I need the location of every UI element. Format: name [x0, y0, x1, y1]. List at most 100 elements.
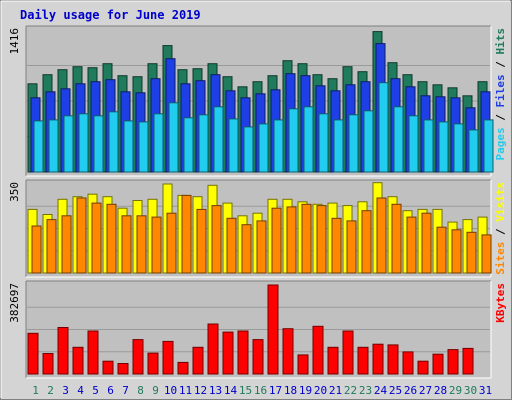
- legend-hits: Pages / Files / Hits: [494, 28, 507, 161]
- bar-sites-day-18: [286, 206, 297, 274]
- bar-sites-day-26: [406, 216, 417, 274]
- bar-kbytes-day-14: [222, 331, 234, 375]
- day-label-4: 4: [77, 384, 84, 397]
- bar-sites-day-20: [316, 205, 327, 274]
- legend-entry-pages: Pages: [494, 127, 507, 160]
- bar-kbytes-day-10: [162, 340, 174, 375]
- bar-sites-day-12: [196, 208, 207, 274]
- bar-pages-day-15: [243, 126, 254, 173]
- y-max-label-visits: 350: [8, 182, 21, 202]
- bar-sites-day-21: [331, 217, 342, 274]
- bar-pages-day-22: [348, 114, 359, 173]
- bar-pages-day-9: [153, 113, 164, 173]
- bar-sites-day-29: [451, 229, 462, 274]
- bar-pages-day-14: [228, 118, 239, 173]
- legend-entry-hits: Hits: [494, 28, 507, 55]
- legend-entry-visits: Visits: [494, 182, 507, 222]
- bar-sites-day-2: [46, 219, 57, 274]
- day-label-8: 8: [137, 384, 144, 397]
- bar-kbytes-day-21: [327, 346, 339, 375]
- bar-pages-day-31: [483, 119, 494, 173]
- bar-pages-day-3: [63, 115, 74, 173]
- bar-sites-day-6: [106, 203, 117, 274]
- day-label-11: 11: [179, 384, 192, 397]
- day-label-23: 23: [359, 384, 372, 397]
- day-label-6: 6: [107, 384, 114, 397]
- bar-kbytes-day-29: [447, 349, 459, 375]
- bar-sites-day-14: [226, 217, 237, 274]
- bar-pages-day-7: [123, 120, 134, 173]
- legend-kbytes: KBytes: [494, 283, 507, 323]
- bar-sites-day-7: [121, 215, 132, 274]
- day-label-20: 20: [314, 384, 327, 397]
- day-label-1: 1: [32, 384, 39, 397]
- day-label-21: 21: [329, 384, 342, 397]
- panel-hits: 1416: [8, 25, 494, 177]
- bar-sites-day-11: [181, 194, 192, 274]
- bar-sites-day-4: [76, 197, 87, 274]
- day-label-30: 30: [464, 384, 477, 397]
- bar-pages-day-27: [423, 119, 434, 173]
- bar-sites-day-13: [211, 205, 222, 274]
- bar-sites-day-31: [481, 234, 492, 274]
- bar-kbytes-day-27: [417, 360, 429, 375]
- bar-pages-day-23: [363, 110, 374, 173]
- bar-sites-day-9: [151, 216, 162, 274]
- bar-pages-day-24: [378, 82, 389, 173]
- bar-pages-day-4: [78, 113, 89, 173]
- bar-kbytes-day-13: [207, 323, 219, 375]
- chart-title: Daily usage for June 2019: [20, 8, 201, 22]
- bar-pages-day-19: [303, 106, 314, 173]
- bar-sites-day-27: [421, 212, 432, 274]
- y-max-label-kbytes: 382697: [8, 283, 21, 323]
- bar-kbytes-day-12: [192, 346, 204, 375]
- bar-kbytes-day-30: [462, 347, 474, 375]
- day-label-25: 25: [389, 384, 402, 397]
- bar-pages-day-1: [33, 120, 44, 173]
- panel-kbytes: 382697: [8, 280, 492, 379]
- day-label-3: 3: [62, 384, 69, 397]
- bar-sites-day-24: [376, 197, 387, 274]
- bar-kbytes-day-9: [147, 352, 159, 375]
- legend-separator: /: [494, 55, 507, 75]
- legend-separator: /: [494, 108, 507, 128]
- bar-kbytes-day-20: [312, 325, 324, 375]
- day-label-24: 24: [374, 384, 388, 397]
- bar-kbytes-day-3: [57, 327, 69, 375]
- bar-pages-day-20: [318, 113, 329, 173]
- bar-pages-day-30: [468, 129, 479, 173]
- day-label-27: 27: [419, 384, 432, 397]
- bar-kbytes-day-19: [297, 354, 309, 375]
- day-label-2: 2: [47, 384, 54, 397]
- bar-pages-day-12: [198, 114, 209, 173]
- bar-kbytes-day-23: [357, 346, 369, 375]
- y-max-label-hits: 1416: [8, 28, 21, 55]
- bar-pages-day-10: [168, 102, 179, 173]
- bar-sites-day-17: [271, 207, 282, 274]
- bar-sites-day-3: [61, 215, 72, 274]
- bar-pages-day-5: [93, 115, 104, 173]
- day-label-31: 31: [479, 384, 492, 397]
- day-label-10: 10: [164, 384, 177, 397]
- bar-sites-day-8: [136, 215, 147, 274]
- bar-kbytes-day-5: [87, 330, 99, 375]
- day-label-15: 15: [239, 384, 252, 397]
- bar-sites-day-10: [166, 212, 177, 274]
- bar-sites-day-5: [91, 202, 102, 274]
- bar-sites-day-15: [241, 224, 252, 274]
- day-label-18: 18: [284, 384, 297, 397]
- bar-kbytes-day-2: [42, 353, 54, 375]
- bar-kbytes-day-1: [27, 332, 39, 375]
- bar-kbytes-day-18: [282, 328, 294, 375]
- panel-visits: 350: [8, 179, 492, 278]
- bar-pages-day-18: [288, 108, 299, 173]
- bar-sites-day-19: [301, 203, 312, 274]
- bar-kbytes-day-25: [387, 344, 399, 375]
- bar-sites-day-16: [256, 220, 267, 274]
- legend-separator: /: [494, 222, 507, 242]
- bar-pages-day-26: [408, 115, 419, 173]
- bar-pages-day-29: [453, 123, 464, 173]
- legend-entry-files: Files: [494, 74, 507, 107]
- day-label-14: 14: [224, 384, 238, 397]
